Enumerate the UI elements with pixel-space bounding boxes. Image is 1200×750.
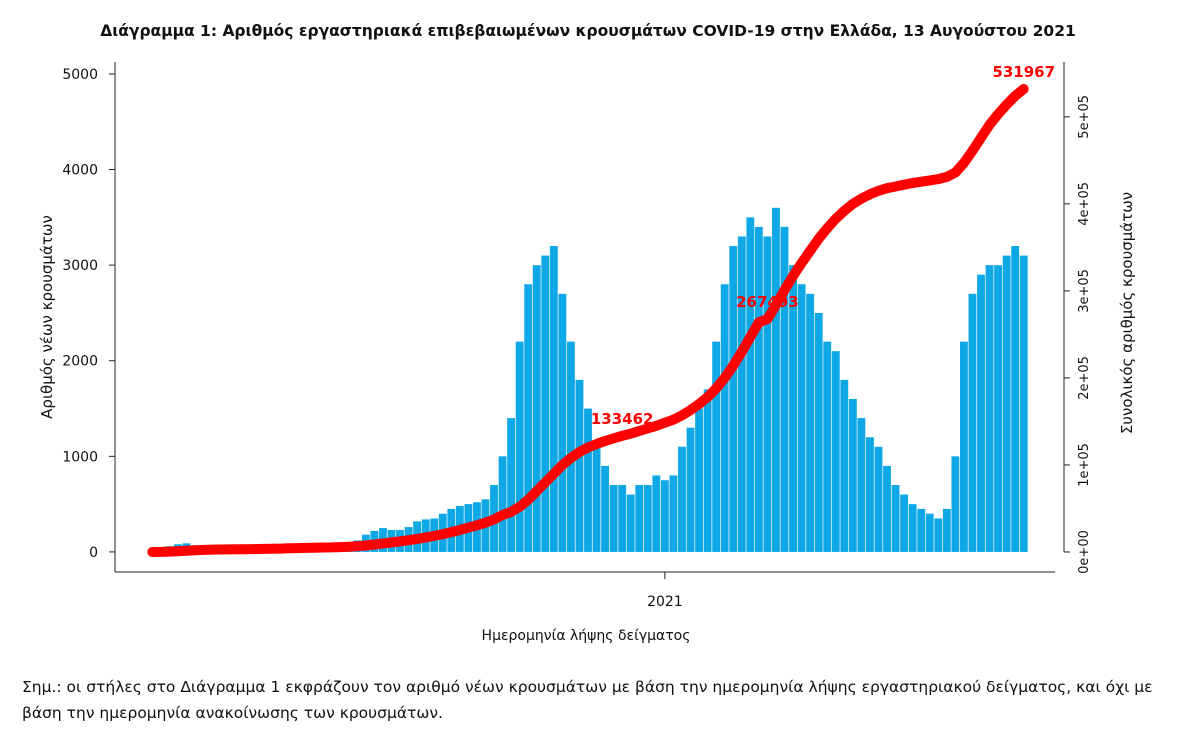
bar <box>985 265 994 552</box>
bar <box>754 226 763 552</box>
line <box>147 84 1029 557</box>
bar <box>566 341 575 552</box>
bar <box>720 284 729 552</box>
bar <box>831 351 840 552</box>
bar <box>866 437 874 552</box>
bar <box>729 246 738 552</box>
y-tick-label: 4000 <box>62 163 98 179</box>
bar <box>669 475 678 552</box>
bar <box>917 508 926 552</box>
bar <box>823 341 832 552</box>
value-label: 133462 <box>591 410 654 428</box>
bar <box>746 217 755 552</box>
bar <box>1011 246 1020 552</box>
bar <box>618 485 627 552</box>
bar <box>1002 255 1011 552</box>
bar <box>959 341 968 552</box>
bar <box>883 465 891 552</box>
bar <box>575 379 584 552</box>
bar <box>789 265 797 552</box>
bar <box>532 265 541 552</box>
y-tick-label: 5000 <box>62 67 98 83</box>
y-tick-label: 0 <box>89 545 98 561</box>
bar <box>780 226 789 552</box>
bar <box>857 418 866 552</box>
bar <box>609 485 618 552</box>
bar <box>584 408 592 552</box>
bar <box>703 389 712 552</box>
bar <box>977 274 985 552</box>
bar <box>558 293 567 552</box>
bar <box>601 465 610 552</box>
bar <box>772 207 780 552</box>
bar <box>524 284 533 552</box>
bar <box>891 485 900 552</box>
bar <box>994 265 1003 552</box>
bar <box>900 494 909 552</box>
bar <box>626 494 635 552</box>
bar <box>814 312 823 552</box>
y2-tick-label: 5e+05 <box>1077 95 1092 139</box>
bar <box>1019 255 1028 552</box>
y2-axis-label: Συνολικός αριθμός κρουσμάτων <box>1118 192 1136 434</box>
bar <box>968 293 977 552</box>
bar <box>840 379 849 552</box>
bar <box>806 293 815 552</box>
bar <box>635 485 644 552</box>
bar <box>541 255 550 552</box>
bar <box>660 480 669 552</box>
y2-tick-label: 0e+00 <box>1077 530 1092 574</box>
bar <box>737 236 746 552</box>
bar <box>695 408 703 552</box>
bar <box>592 446 601 552</box>
bar <box>951 456 960 552</box>
bar <box>934 518 943 552</box>
bar <box>908 504 917 552</box>
y-tick-label: 3000 <box>62 258 98 274</box>
y2-tick-label: 4e+05 <box>1077 182 1092 226</box>
y2-tick-label: 2e+05 <box>1077 356 1092 400</box>
bar <box>848 398 857 552</box>
note: Σημ.: οι στήλες στο Διάγραμμα 1 εκφράζου… <box>22 678 1153 722</box>
x-axis-label: Ημερομηνία λήψης δείγματος <box>482 628 691 644</box>
x-tick-label: 2021 <box>647 594 683 610</box>
bar <box>925 513 934 552</box>
value-label: 531967 <box>992 63 1055 81</box>
y-tick-label: 1000 <box>62 449 98 465</box>
bar <box>763 236 772 552</box>
y-tick-label: 2000 <box>62 354 98 370</box>
bar <box>712 341 721 552</box>
chart-title: Διάγραμμα 1: Αριθμός εργαστηριακά επιβεβ… <box>100 22 1076 40</box>
chart: Διάγραμμα 1: Αριθμός εργαστηριακά επιβεβ… <box>38 22 1136 644</box>
bar <box>643 485 652 552</box>
bar <box>498 456 507 552</box>
bar <box>507 418 516 552</box>
bar <box>797 284 806 552</box>
bar <box>686 427 695 552</box>
bar <box>874 446 883 552</box>
bar <box>652 475 661 552</box>
y-axis-label: Αριθμός νέων κρουσμάτων <box>38 215 56 419</box>
value-label: 267493 <box>736 293 799 311</box>
bar <box>942 508 951 552</box>
bar <box>549 246 558 552</box>
y2-tick-label: 3e+05 <box>1077 269 1092 313</box>
y2-tick-label: 1e+05 <box>1077 443 1092 487</box>
bar <box>515 341 524 552</box>
bar <box>678 446 686 552</box>
